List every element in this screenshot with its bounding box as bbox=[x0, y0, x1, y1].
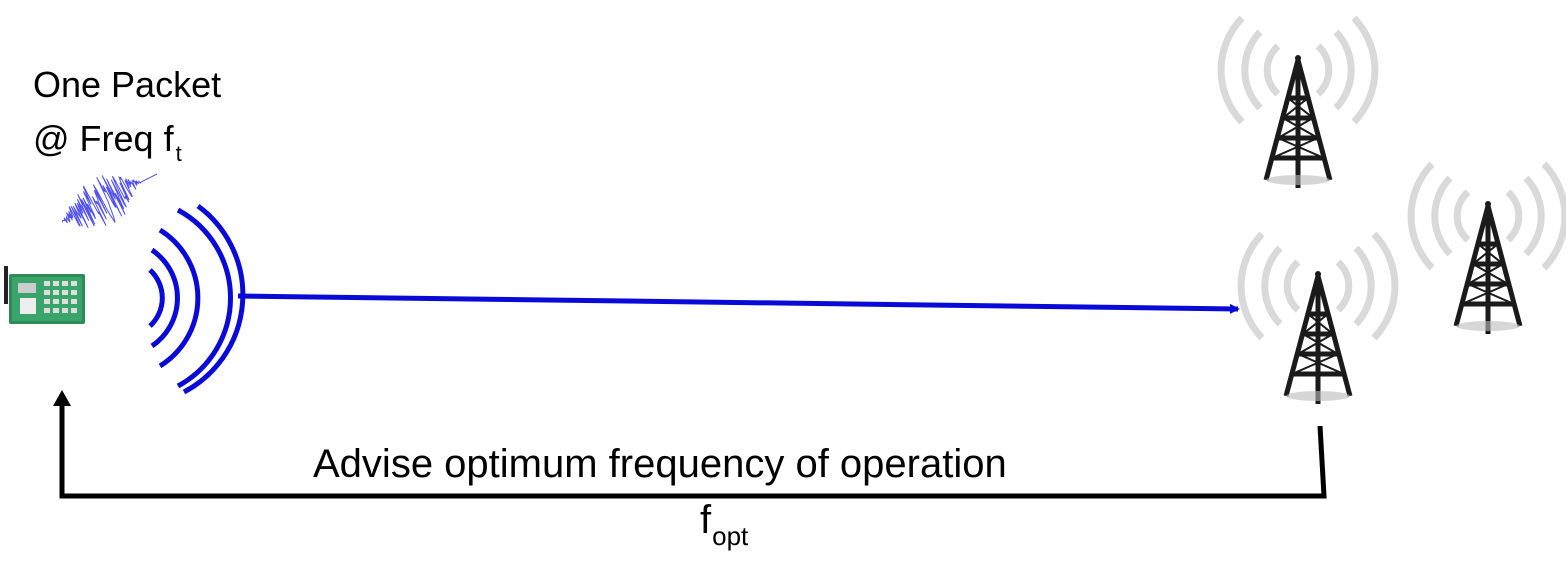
packet-freq-subscript: t bbox=[175, 141, 182, 166]
packet-label-line2: @ Freq ft bbox=[33, 118, 182, 166]
packet-freq-text: @ Freq f bbox=[33, 118, 174, 159]
cell-tower-icon bbox=[1241, 234, 1395, 404]
signal-arrow bbox=[237, 293, 1240, 314]
iot-board-icon bbox=[4, 266, 85, 324]
feedback-arrowhead bbox=[53, 390, 71, 406]
cell-tower-icon bbox=[1411, 164, 1565, 334]
packet-label-line1: One Packet bbox=[33, 64, 222, 105]
fopt-label: fopt bbox=[700, 496, 749, 551]
cell-tower-icon bbox=[1221, 18, 1375, 188]
fopt-subscript: opt bbox=[712, 521, 749, 551]
fopt-main: f bbox=[700, 498, 712, 542]
feedback-arrow bbox=[59, 405, 1327, 499]
radio-waves-icon bbox=[148, 203, 246, 395]
feedback-label: Advise optimum frequency of operation bbox=[313, 442, 1007, 486]
noise-signal-icon bbox=[61, 173, 158, 229]
